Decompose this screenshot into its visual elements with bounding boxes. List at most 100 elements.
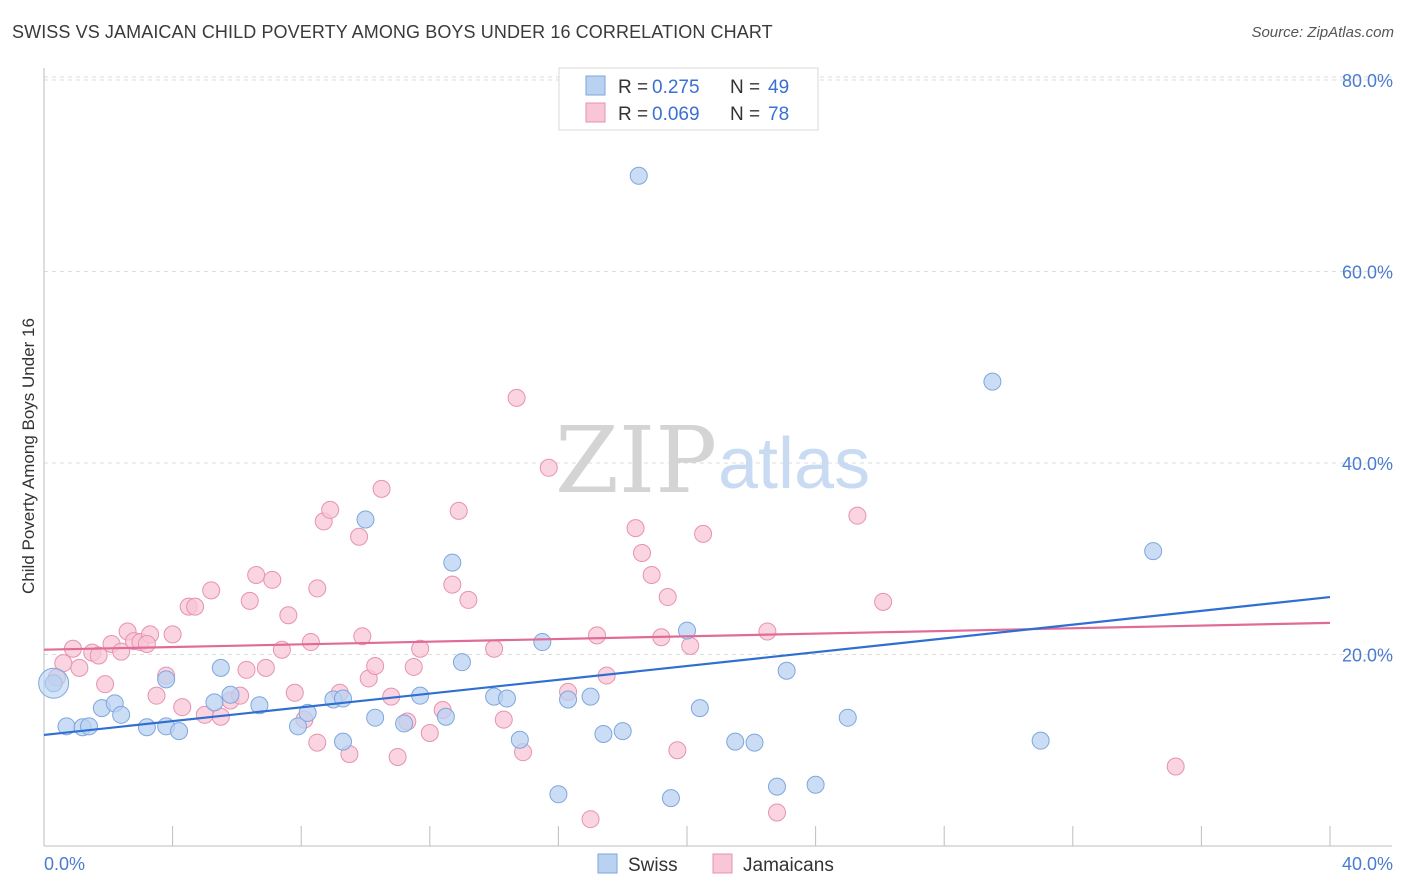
y-tick-label: 20.0%	[1342, 646, 1393, 666]
swiss-point	[983, 372, 1002, 391]
swiss-point	[443, 553, 462, 572]
jamaicans-point	[626, 519, 645, 538]
swiss-n-label: N =	[730, 77, 760, 98]
swiss-point	[221, 685, 240, 704]
swiss-point	[745, 733, 764, 752]
jamaicans-point	[308, 733, 327, 752]
watermark-zip: ZIP	[555, 407, 717, 514]
trend-lines	[43, 595, 1331, 737]
swiss-point	[288, 717, 307, 736]
jamaicans-point	[581, 810, 600, 829]
source-credit: Source: ZipAtlas.com	[1251, 24, 1394, 41]
watermark-atlas: atlas	[718, 424, 870, 504]
jamaicans-point	[372, 479, 391, 498]
swiss-point	[436, 707, 455, 726]
jamaicans-point	[163, 625, 182, 644]
swiss-point	[137, 718, 156, 737]
y-tick-label: 80.0%	[1342, 71, 1393, 91]
swiss-point	[838, 708, 857, 727]
swiss-bottom-swatch	[597, 853, 618, 874]
jamaicans-point	[285, 683, 304, 702]
jamaicans-point	[768, 803, 787, 822]
swiss-trend-line	[43, 595, 1331, 737]
jamaicans-point	[388, 747, 407, 766]
jamaicans-point	[485, 639, 504, 658]
jamaicans-point	[350, 527, 369, 546]
bottom-legend: Swiss Jamaicans	[597, 853, 834, 876]
swiss-point	[356, 510, 375, 529]
jamaicans-point	[1166, 757, 1185, 776]
jamaicans-point	[186, 597, 205, 616]
jamaicans-point	[668, 741, 687, 760]
jamaicans-point	[404, 657, 423, 676]
jamaicans-point	[494, 710, 513, 729]
y-axis-label: Child Poverty Among Boys Under 16	[19, 318, 38, 594]
swiss-r-value: 0.275	[652, 77, 700, 98]
jamaicans-n-value: 78	[768, 104, 789, 125]
jamaicans-bottom-label: Jamaicans	[743, 855, 834, 876]
jamaicans-point	[694, 524, 713, 543]
swiss-point	[112, 705, 131, 724]
swiss-point	[581, 687, 600, 706]
swiss-point	[690, 699, 709, 718]
jamaicans-point	[173, 698, 192, 717]
swiss-n-value: 49	[768, 77, 789, 98]
swiss-legend-swatch	[585, 75, 606, 96]
jamaicans-point	[658, 588, 677, 607]
y-tick-label: 60.0%	[1342, 263, 1393, 283]
jamaicans-point	[256, 658, 275, 677]
jamaicans-point	[642, 566, 661, 585]
jamaicans-point	[366, 656, 385, 675]
jamaicans-point	[263, 570, 282, 589]
y-tick-label: 40.0%	[1342, 454, 1393, 474]
top-legend: R = 0.275 N = 49 R = 0.069 N = 78	[558, 67, 819, 131]
jamaicans-point	[279, 606, 298, 625]
jamaicans-point	[240, 591, 259, 610]
x-tick-label: 40.0%	[1342, 854, 1393, 874]
swiss-point	[80, 717, 99, 736]
swiss-point	[452, 653, 471, 672]
swiss-cluster-point	[38, 667, 70, 699]
jamaicans-r-value: 0.069	[652, 104, 700, 125]
swiss-point	[726, 732, 745, 751]
jamaicans-point	[137, 634, 156, 653]
jamaicans-point	[874, 592, 893, 611]
jamaicans-point	[758, 622, 777, 641]
jamaicans-point	[632, 544, 651, 563]
jamaicans-point	[321, 500, 340, 519]
swiss-point	[559, 690, 578, 709]
jamaicans-n-label: N =	[730, 104, 760, 125]
tick-labels: 20.0% 40.0% 60.0% 80.0% 0.0% 40.0%	[44, 71, 1393, 874]
jamaicans-point	[539, 458, 558, 477]
swiss-bottom-label: Swiss	[628, 855, 678, 876]
jamaicans-point	[202, 581, 221, 600]
swiss-point	[298, 703, 317, 722]
swiss-point	[777, 661, 796, 680]
jamaicans-r-label: R =	[618, 104, 648, 125]
swiss-point	[549, 785, 568, 804]
jamaicans-point	[681, 636, 700, 655]
swiss-point	[157, 670, 176, 689]
jamaicans-point	[411, 639, 430, 658]
jamaicans-point	[147, 686, 166, 705]
jamaicans-point	[308, 579, 327, 598]
swiss-point	[661, 789, 680, 808]
jamaicans-point	[459, 590, 478, 609]
x-tick-label: 0.0%	[44, 854, 85, 874]
swiss-point	[497, 689, 516, 708]
swiss-point	[333, 732, 352, 751]
swiss-point	[1031, 731, 1050, 750]
swiss-point	[678, 621, 696, 640]
jamaicans-point	[237, 660, 256, 679]
jamaicans-legend-swatch	[585, 102, 606, 123]
swiss-point	[768, 777, 787, 796]
jamaicans-point	[70, 658, 89, 677]
chart-title: SWISS VS JAMAICAN CHILD POVERTY AMONG BO…	[12, 22, 773, 42]
jamaicans-bottom-swatch	[712, 853, 733, 874]
jamaicans-point	[507, 388, 526, 407]
swiss-point	[594, 724, 613, 743]
swiss-r-label: R =	[618, 77, 648, 98]
jamaicans-point	[247, 566, 266, 585]
swiss-point	[170, 722, 189, 741]
jamaicans-trend-line	[43, 621, 1331, 651]
